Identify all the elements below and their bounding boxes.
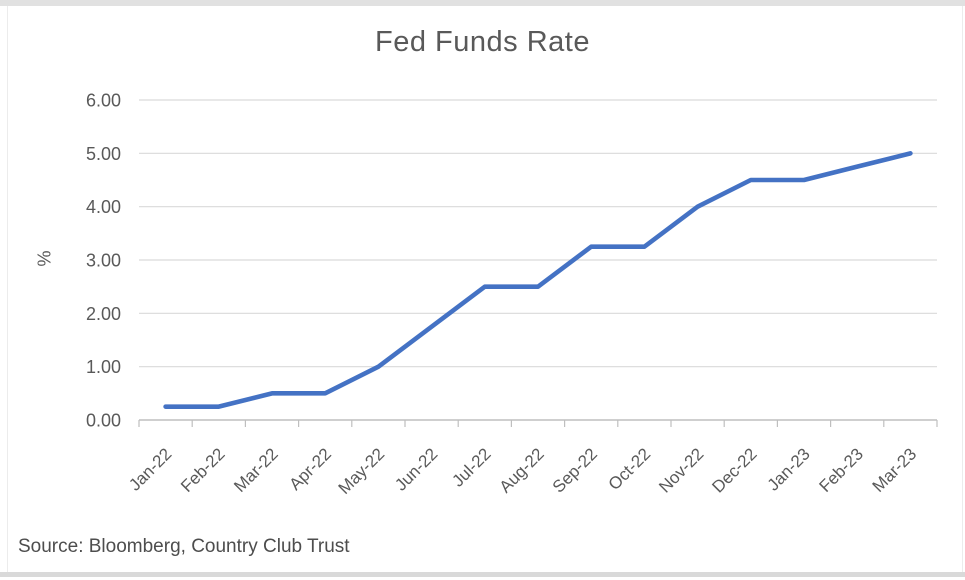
fed-funds-rate-line (163, 151, 913, 409)
x-tick-label: Jan-23 (764, 444, 814, 494)
y-tick-label: 0.00 (86, 411, 121, 431)
chart-title: Fed Funds Rate (375, 26, 590, 58)
x-axis-ticks (138, 420, 938, 427)
x-axis-labels: Jan-22 Feb-22 Mar-22 Apr-22 May-22 Jun-22 Jul-… (125, 444, 920, 498)
y-tick-label: 5.00 (86, 144, 121, 164)
x-tick-label: Aug-22 (496, 444, 548, 496)
x-tick-label: Sep-22 (549, 444, 601, 496)
y-axis-labels: 0.00 1.00 2.00 3.00 4.00 5.00 6.00 (86, 91, 121, 431)
gridlines (139, 99, 937, 421)
y-tick-label: 4.00 (86, 197, 121, 217)
page-right-edge (962, 6, 963, 573)
x-tick-label: Feb-23 (815, 444, 867, 496)
x-tick-label: Apr-22 (286, 444, 336, 494)
x-tick-label: Mar-23 (869, 444, 921, 496)
y-tick-label: 1.00 (86, 357, 121, 377)
page-top-edge (0, 0, 965, 6)
x-tick-label: Feb-22 (177, 444, 229, 496)
page-left-edge (7, 6, 8, 573)
x-tick-label: Mar-22 (230, 444, 282, 496)
x-tick-label: Jun-22 (391, 444, 441, 494)
x-tick-label: Oct-22 (605, 444, 655, 494)
y-tick-label: 3.00 (86, 251, 121, 271)
y-tick-label: 2.00 (86, 304, 121, 324)
x-tick-label: Jul-22 (448, 444, 494, 490)
x-tick-label: May-22 (335, 444, 389, 498)
x-tick-label: Nov-22 (655, 444, 707, 496)
x-tick-label: Jan-22 (125, 444, 175, 494)
x-tick-label: Dec-22 (708, 444, 760, 496)
source-note: Source: Bloomberg, Country Club Trust (18, 536, 350, 557)
y-tick-label: 6.00 (86, 91, 121, 111)
page-bottom-edge (0, 572, 965, 577)
